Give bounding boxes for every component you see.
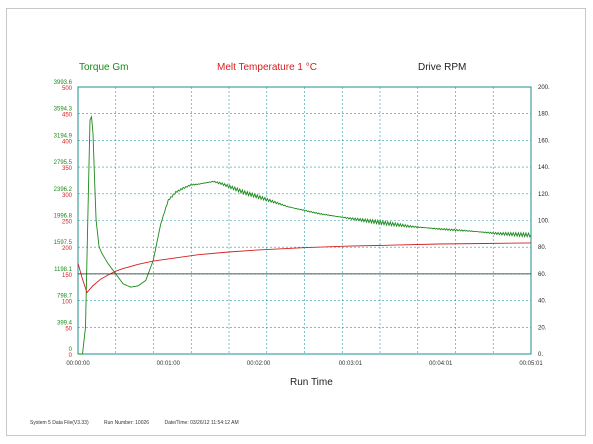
temperature-tick-label: 50 xyxy=(65,326,72,332)
rpm-tick-label: 200. xyxy=(538,85,550,91)
torque-tick-label: 3194.9 xyxy=(54,133,73,139)
temperature-tick-label: 150 xyxy=(62,273,73,279)
temperature-tick-label: 400 xyxy=(62,139,73,145)
torque-tick-label: 798.7 xyxy=(57,294,73,300)
x-tick-label: 00:03:01 xyxy=(339,361,363,367)
x-tick-label: 00:02:00 xyxy=(247,361,271,367)
footer-run-number: Run Number: 10026 xyxy=(104,420,150,426)
temperature-tick-label: 100 xyxy=(62,300,73,306)
torque-tick-label: 1198.1 xyxy=(54,267,73,273)
rpm-tick-label: 140. xyxy=(538,165,550,171)
torque-tick-label: 2396.2 xyxy=(54,187,73,193)
temperature-tick-label: 0 xyxy=(69,353,73,359)
rpm-tick-label: 120. xyxy=(538,192,550,198)
temperature-tick-label: 300 xyxy=(62,193,73,199)
rpm-tick-label: 180. xyxy=(538,112,550,118)
rpm-tick-label: 20. xyxy=(538,325,547,331)
rpm-tick-label: 40. xyxy=(538,299,547,305)
temperature-tick-label: 250 xyxy=(62,220,73,226)
footer-datetime: Date/Time: 03/26/12 11:54:12 AM xyxy=(164,420,239,426)
x-axis-title: Run Time xyxy=(290,377,333,388)
torque-series-line xyxy=(78,114,532,355)
rpm-tick-label: 60. xyxy=(538,272,547,278)
torque-tick-label: 2795.5 xyxy=(54,160,73,166)
temperature-tick-label: 450 xyxy=(62,113,73,119)
rpm-tick-label: 80. xyxy=(538,245,547,251)
rpm-tick-label: 0. xyxy=(538,352,543,358)
temperature-tick-label: 500 xyxy=(62,86,73,92)
rpm-axis-title: Drive RPM xyxy=(418,62,467,73)
x-tick-label: 00:05:01 xyxy=(519,361,543,367)
temperature-tick-label: 350 xyxy=(62,166,73,172)
torque-tick-label: 1996.8 xyxy=(54,214,73,220)
temperature-series-line xyxy=(77,242,532,294)
chart-frame xyxy=(6,8,586,436)
torque-tick-label: 3594.3 xyxy=(54,107,73,113)
x-tick-label: 00:00:00 xyxy=(66,361,90,367)
x-tick-label: 00:04:01 xyxy=(429,361,453,367)
torque-tick-label: 1597.5 xyxy=(54,240,73,246)
temperature-tick-label: 200 xyxy=(62,246,73,252)
x-tick-label: 00:01:00 xyxy=(157,361,181,367)
temperature-axis-title: Melt Temperature 1 °C xyxy=(217,62,317,73)
torque-tick-label: 3993.6 xyxy=(54,80,73,86)
torque-axis-title: Torque Gm xyxy=(79,62,129,73)
footer-info: System 5 Data File(V3.33) Run Number: 10… xyxy=(30,420,253,426)
footer-file: System 5 Data File(V3.33) xyxy=(30,420,89,426)
torque-tick-label: 0 xyxy=(69,347,73,353)
rpm-tick-label: 100. xyxy=(538,219,550,225)
torque-tick-label: 399.4 xyxy=(57,320,73,326)
rpm-tick-label: 160. xyxy=(538,138,550,144)
